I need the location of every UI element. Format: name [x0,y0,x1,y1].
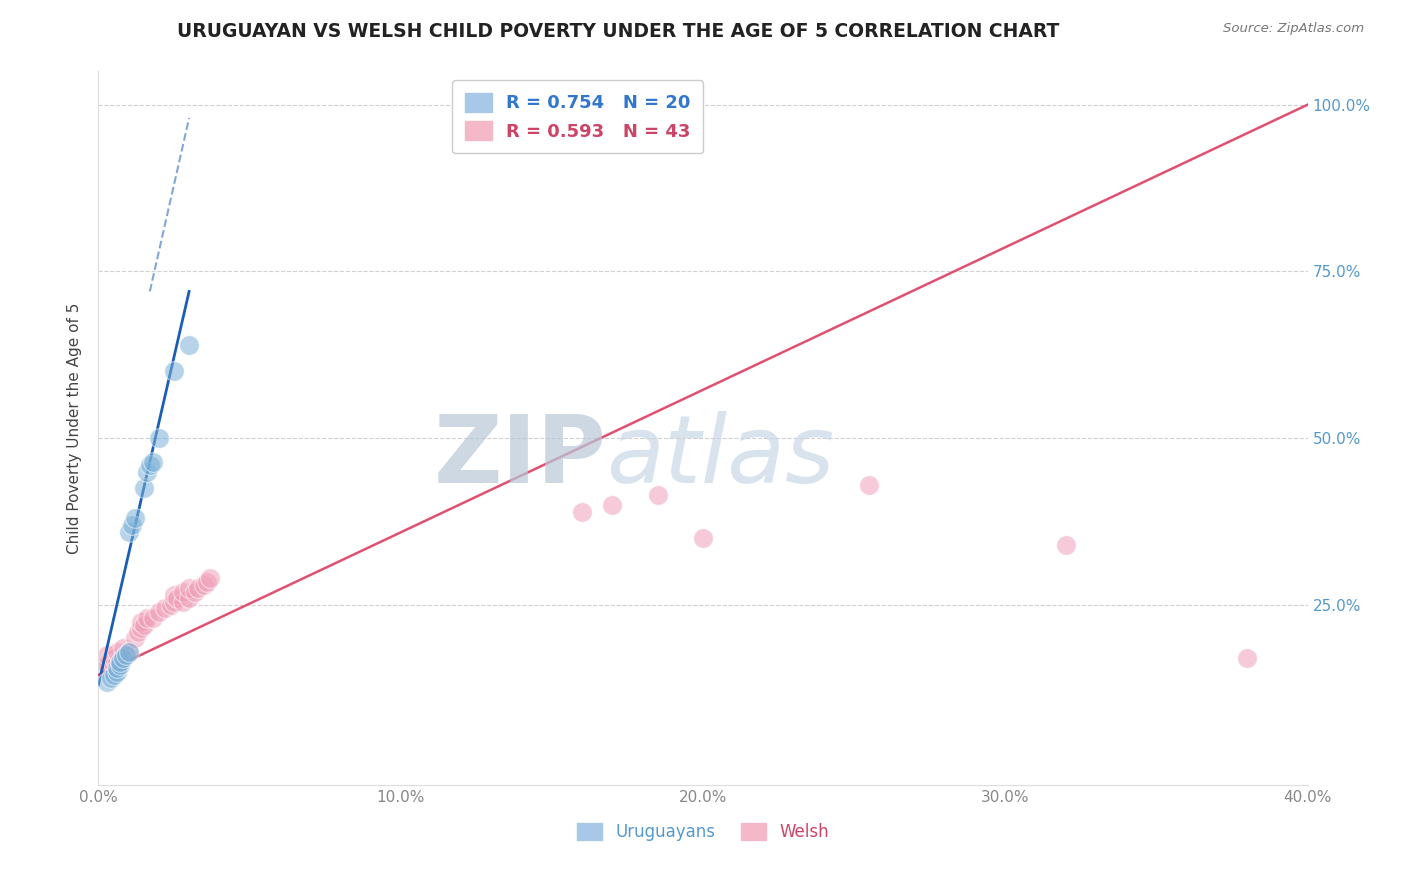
Text: atlas: atlas [606,411,835,502]
Point [139,458,162,472]
Point [187,581,209,595]
Point [163,588,186,602]
Point [114,648,136,662]
Point [124,632,146,646]
Point [193,578,215,592]
Point [118,524,141,539]
Point [132,481,155,495]
Point [111,651,134,665]
Point [96,657,118,672]
Point [172,584,194,599]
Point [114,648,136,662]
Point [1054,538,1077,552]
Point [127,624,149,639]
Point [148,431,170,445]
Point [602,498,624,512]
Point [103,668,125,682]
Point [571,504,593,518]
Point [184,584,207,599]
Point [135,611,157,625]
Legend: Uruguayans, Welsh: Uruguayans, Welsh [571,816,835,848]
Point [103,651,125,665]
Point [142,454,165,468]
Point [100,661,122,675]
Point [179,591,201,606]
Point [148,605,170,619]
Point [129,621,152,635]
Point [118,644,141,658]
Point [195,574,218,589]
Point [96,674,118,689]
Point [129,615,152,629]
Point [121,517,143,532]
Point [100,671,122,685]
Point [118,644,141,658]
Point [179,338,201,352]
Point [166,591,188,606]
Point [108,657,131,672]
Text: ZIP: ZIP [433,410,606,503]
Point [179,581,201,595]
Point [142,611,165,625]
Point [163,594,186,608]
Point [163,364,186,378]
Point [93,661,115,675]
Text: URUGUAYAN VS WELSH CHILD POVERTY UNDER THE AGE OF 5 CORRELATION CHART: URUGUAYAN VS WELSH CHILD POVERTY UNDER T… [177,22,1060,41]
Point [124,511,146,525]
Point [111,641,134,656]
Point [108,655,131,669]
Point [105,644,128,658]
Text: Source: ZipAtlas.com: Source: ZipAtlas.com [1223,22,1364,36]
Point [105,665,128,679]
Point [858,478,880,492]
Point [172,594,194,608]
Point [1236,651,1258,665]
Point [96,648,118,662]
Point [105,661,128,675]
Point [135,465,157,479]
Point [692,531,714,545]
Point [160,598,183,612]
Point [108,655,131,669]
Point [132,618,155,632]
Point [111,651,134,665]
Point [647,488,669,502]
Y-axis label: Child Poverty Under the Age of 5: Child Poverty Under the Age of 5 [67,302,83,554]
Point [153,601,176,615]
Point [103,657,125,672]
Point [105,655,128,669]
Point [200,571,222,585]
